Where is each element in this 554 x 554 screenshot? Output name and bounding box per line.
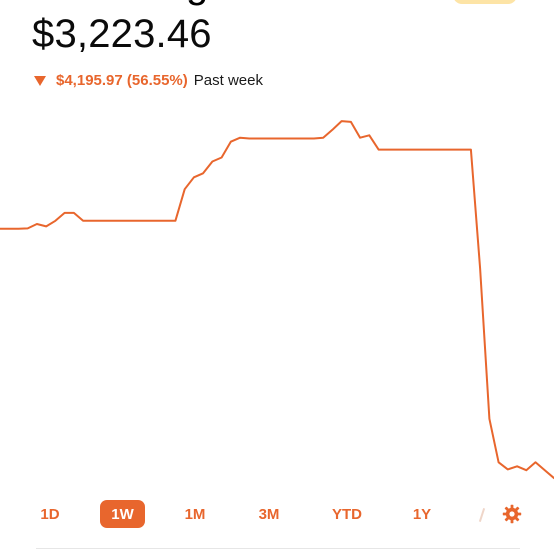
change-period: Past week [193, 72, 263, 89]
price-series-line [0, 120, 554, 480]
range-tab-1d[interactable]: 1D [40, 505, 60, 523]
time-range-selector: 1D 1W 1M 3M YTD 1Y [0, 500, 554, 530]
range-tab-3m[interactable]: 3M [258, 505, 280, 523]
range-tab-ytd[interactable]: YTD [332, 505, 362, 523]
price-line-chart[interactable] [0, 110, 554, 490]
change-amount: $4,195.97 (56.55%) [56, 72, 188, 89]
top-action-pill[interactable] [453, 0, 517, 4]
range-tab-1y[interactable]: 1Y [412, 505, 432, 523]
triangle-down-icon [34, 76, 46, 86]
scroll-fade-indicator [478, 508, 486, 522]
range-tab-1m[interactable]: 1M [184, 505, 206, 523]
portfolio-balance: $3,223.46 [32, 12, 212, 56]
bottom-divider [36, 548, 520, 549]
price-change-row: $4,195.97 (56.55%) Past week [34, 72, 263, 89]
range-tab-1w[interactable]: 1W [100, 500, 145, 528]
gear-icon[interactable] [502, 504, 522, 524]
